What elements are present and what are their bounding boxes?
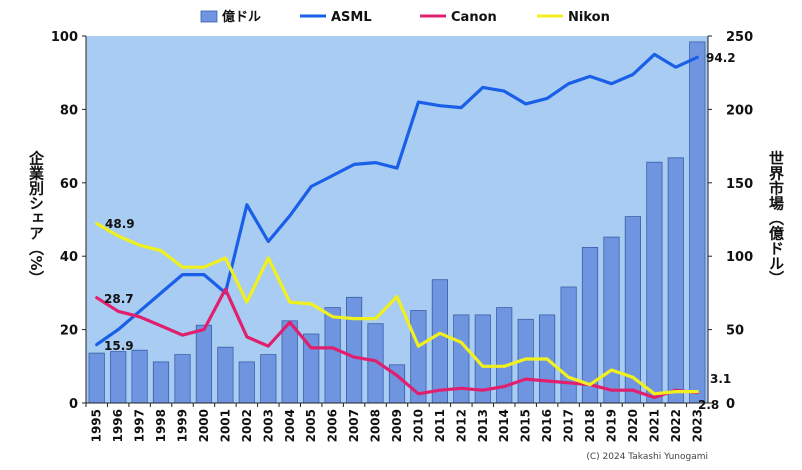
x-tick-label: 1999 [176,409,190,442]
bar-2022 [668,158,683,403]
x-tick-label: 2005 [304,409,318,442]
x-tick-label: 1996 [111,409,125,442]
x-tick-label: 2017 [562,409,576,442]
legend-label-canon: Canon [451,10,497,25]
x-tick-label: 1997 [133,409,147,442]
annotation-asml-start: 15.9 [104,339,134,353]
x-tick-label: 2011 [433,409,447,442]
bar-2007 [346,297,361,403]
y-left-tick-label: 100 [51,30,78,45]
annotation-asml-end: 94.2 [706,51,736,65]
bar-2006 [325,308,340,403]
bar-2019 [604,237,619,403]
legend: 億ドル ASML Canon Nikon [201,9,610,25]
x-tick-label: 2015 [519,409,533,442]
legend-label-nikon: Nikon [568,10,610,25]
bar-1998 [153,362,168,403]
x-tick-label: 2001 [218,409,232,442]
y-left-axis-label: 企業別シェア（%） [27,150,45,286]
y-right-tick-label: 50 [726,324,744,339]
credit-text: (C) 2024 Takashi Yunogami [586,452,708,462]
x-tick-label: 2006 [326,409,340,442]
legend-label-bar: 億ドル [222,9,261,25]
bar-2011 [432,280,447,403]
y-right-tick-label: 100 [726,250,753,265]
bar-2002 [239,362,254,403]
x-tick-label: 2018 [583,409,597,442]
bar-2023 [690,42,705,403]
y-left-tick-label: 20 [60,324,78,339]
x-tick-label: 2021 [647,409,661,442]
x-tick-label: 2000 [197,409,211,442]
y-right-tick-label: 0 [726,397,735,412]
x-tick-label: 2004 [283,409,297,442]
y-right-tick-label: 150 [726,177,753,192]
y-left-tick-label: 80 [60,103,78,118]
x-tick-label: 1995 [90,409,104,442]
bar-2021 [647,162,662,403]
legend-swatch-bar [201,11,217,22]
x-tick-label: 2020 [626,409,640,442]
y-left-tick-label: 40 [60,250,78,265]
y-right-tick-label: 200 [726,103,753,118]
bar-1997 [132,350,147,403]
x-tick-label: 2019 [605,409,619,442]
y-left-tick-label: 60 [60,177,78,192]
y-left-tick-label: 0 [69,397,78,412]
bar-1995 [89,353,104,403]
x-tick-label: 2010 [411,409,425,442]
bar-2017 [561,287,576,403]
bar-1999 [175,355,190,403]
x-tick-label: 2012 [454,409,468,442]
annotation-nikon-end: 3.1 [710,372,731,386]
bar-2003 [261,355,276,403]
legend-label-asml: ASML [331,10,372,25]
bar-2001 [218,347,233,403]
x-tick-label: 2009 [390,409,404,442]
bar-2005 [304,334,319,403]
x-tick-label: 1998 [154,409,168,442]
bar-2004 [282,321,297,403]
y-right-tick-label: 250 [726,30,753,45]
x-tick-label: 2016 [540,409,554,442]
x-tick-label: 2014 [497,409,511,442]
annotation-canon-end: 2.8 [698,398,719,412]
annotation-canon-start: 28.7 [104,292,134,306]
annotation-nikon-start: 48.9 [105,217,135,231]
bar-2000 [196,325,211,403]
x-tick-label: 2007 [347,409,361,442]
x-tick-label: 2022 [669,409,683,442]
x-tick-label: 2003 [261,409,275,442]
y-right-axis-label: 世界市場（億ドル） [767,150,785,286]
x-tick-label: 2013 [476,409,490,442]
x-tick-label: 2002 [240,409,254,442]
x-tick-label: 2008 [369,409,383,442]
x-tick-label: 2023 [690,409,704,442]
bar-1996 [111,352,126,403]
